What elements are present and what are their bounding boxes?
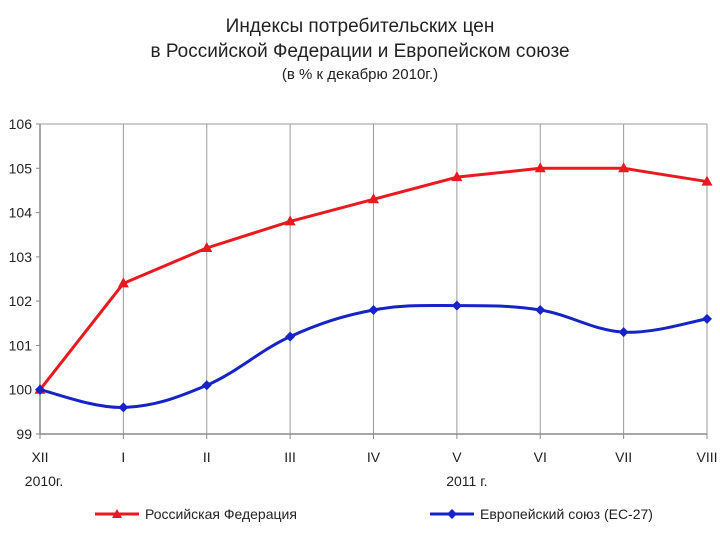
chart-title-line-1: Индексы потребительских цен (225, 16, 495, 37)
legend-item-eu: Европейский союз (ЕС-27) (430, 506, 653, 522)
x-tick-label-3: III (284, 449, 296, 465)
x-tick-label-5: V (452, 449, 462, 465)
legend-swatch-russia (95, 509, 139, 518)
series-1-point-1 (118, 402, 129, 413)
chart-title-block: Индексы потребительских цен в Российской… (0, 14, 720, 86)
y-tick-label-3: 102 (9, 293, 33, 309)
chart-subtitle: (в % к декабрю 2010г.) (281, 66, 439, 83)
y-tick-label-2: 101 (9, 337, 33, 353)
series-1-point-7 (618, 327, 629, 338)
chart-title-line-2: в Российской Федерации и Европейском сою… (150, 41, 570, 62)
y-tick-label-1: 100 (9, 382, 33, 398)
year-label-0: 2010г. (25, 473, 63, 489)
legend-swatch-eu (430, 509, 474, 519)
series-1-point-5 (451, 300, 462, 311)
x-tick-label-2: II (203, 449, 211, 465)
series-0-point-4 (368, 193, 379, 204)
y-tick-label-6: 105 (9, 160, 33, 176)
x-tick-label-1: I (121, 449, 125, 465)
y-tick-label-0: 99 (16, 426, 32, 442)
series-1-point-8 (702, 313, 712, 324)
legend-label-eu: Европейский союз (ЕС-27) (480, 506, 653, 522)
legend-item-russia: Российская Федерация (95, 506, 297, 522)
series-1-point-0 (35, 384, 45, 395)
series-0-point-5 (451, 171, 463, 182)
legend-label-russia: Российская Федерация (145, 506, 297, 522)
series-0-point-8 (701, 175, 713, 186)
series-1-point-3 (285, 331, 296, 342)
x-tick-label-7: VII (615, 449, 632, 465)
x-tick-label-8: VIII (696, 449, 717, 465)
x-tick-label-4: IV (367, 449, 381, 465)
axis-layer (36, 123, 708, 439)
y-tick-label-4: 103 (9, 249, 33, 265)
series-1-point-2 (201, 380, 212, 391)
series-0-point-2 (201, 242, 213, 252)
series-0-point-1 (117, 277, 129, 288)
series-1-point-6 (535, 305, 546, 315)
x-tick-label-0: XII (31, 449, 48, 465)
x-tick-label-6: VI (534, 449, 547, 465)
series-0-point-7 (618, 162, 630, 173)
grid-layer (40, 123, 708, 434)
y-tick-label-7: 106 (9, 116, 33, 132)
series-0-point-6 (534, 162, 546, 173)
y-tick-label-5: 104 (9, 205, 33, 221)
series-1-point-4 (368, 305, 379, 315)
legend: Российская Федерация Европейский союз (Е… (0, 506, 720, 530)
series-0-point-3 (284, 215, 296, 226)
series-layer (34, 162, 713, 413)
year-label-1: 2011 г. (446, 473, 487, 489)
